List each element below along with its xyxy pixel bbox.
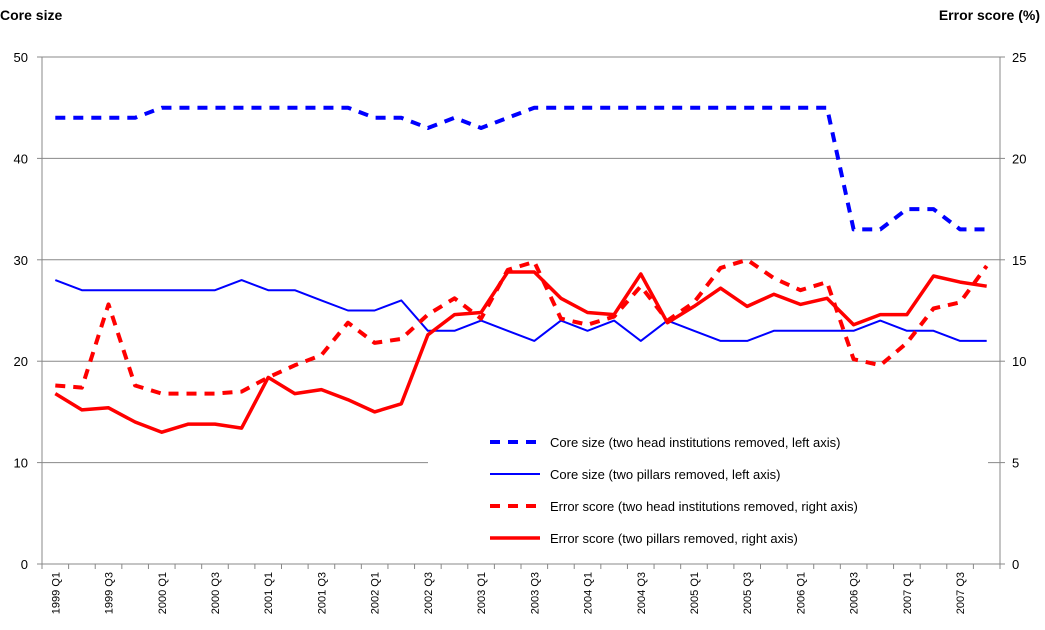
- legend-label: Error score (two head institutions remov…: [550, 499, 858, 514]
- x-tick-label: 2000 Q3: [210, 572, 222, 614]
- x-tick-label: 2004 Q1: [583, 572, 595, 614]
- y2-tick-label: 20: [1012, 151, 1026, 166]
- y-tick-label: 30: [14, 253, 28, 268]
- legend-label: Core size (two head institutions removed…: [550, 435, 840, 450]
- x-tick-label: 2005 Q1: [689, 572, 701, 614]
- y-tick-label: 0: [21, 557, 28, 572]
- series-line: [54, 279, 987, 342]
- x-tick-label: 2002 Q1: [370, 572, 382, 614]
- legend-label: Error score (two pillars removed, right …: [550, 531, 798, 546]
- series-line: [55, 257, 989, 396]
- y2-tick-label: 5: [1012, 456, 1019, 471]
- x-tick-label: 1999 Q3: [104, 572, 116, 614]
- x-tick-label: 2006 Q3: [849, 572, 861, 614]
- x-tick-label: 2002 Q3: [423, 572, 435, 614]
- y2-tick-label: 15: [1012, 253, 1026, 268]
- x-tick-label: 2005 Q3: [742, 572, 754, 614]
- y-tick-label: 40: [14, 151, 28, 166]
- x-tick-label: 2007 Q1: [902, 572, 914, 614]
- x-tick-label: 2007 Q3: [955, 572, 967, 614]
- x-tick-label: 2000 Q1: [157, 572, 169, 614]
- y2-tick-label: 0: [1012, 557, 1019, 572]
- x-tick-label: 2006 Q1: [795, 572, 807, 614]
- x-tick-label: 2001 Q1: [263, 572, 275, 614]
- x-tick-label: 2004 Q3: [636, 572, 648, 614]
- x-tick-label: 2003 Q3: [529, 572, 541, 614]
- y-tick-label: 10: [14, 456, 28, 471]
- y-tick-label: 50: [14, 50, 28, 65]
- y2-tick-label: 10: [1012, 354, 1026, 369]
- x-tick-label: 1999 Q1: [50, 572, 62, 614]
- y2-tick-label: 25: [1012, 50, 1026, 65]
- x-tick-label: 2003 Q1: [476, 572, 488, 614]
- series-line: [55, 105, 987, 232]
- y-axis-title: Core size: [0, 7, 62, 23]
- y2-axis-title: Error score (%): [939, 7, 1040, 23]
- series-line: [54, 270, 987, 434]
- legend-label: Core size (two pillars removed, left axi…: [550, 467, 780, 482]
- x-tick-label: 2001 Q3: [316, 572, 328, 614]
- y-tick-label: 20: [14, 354, 28, 369]
